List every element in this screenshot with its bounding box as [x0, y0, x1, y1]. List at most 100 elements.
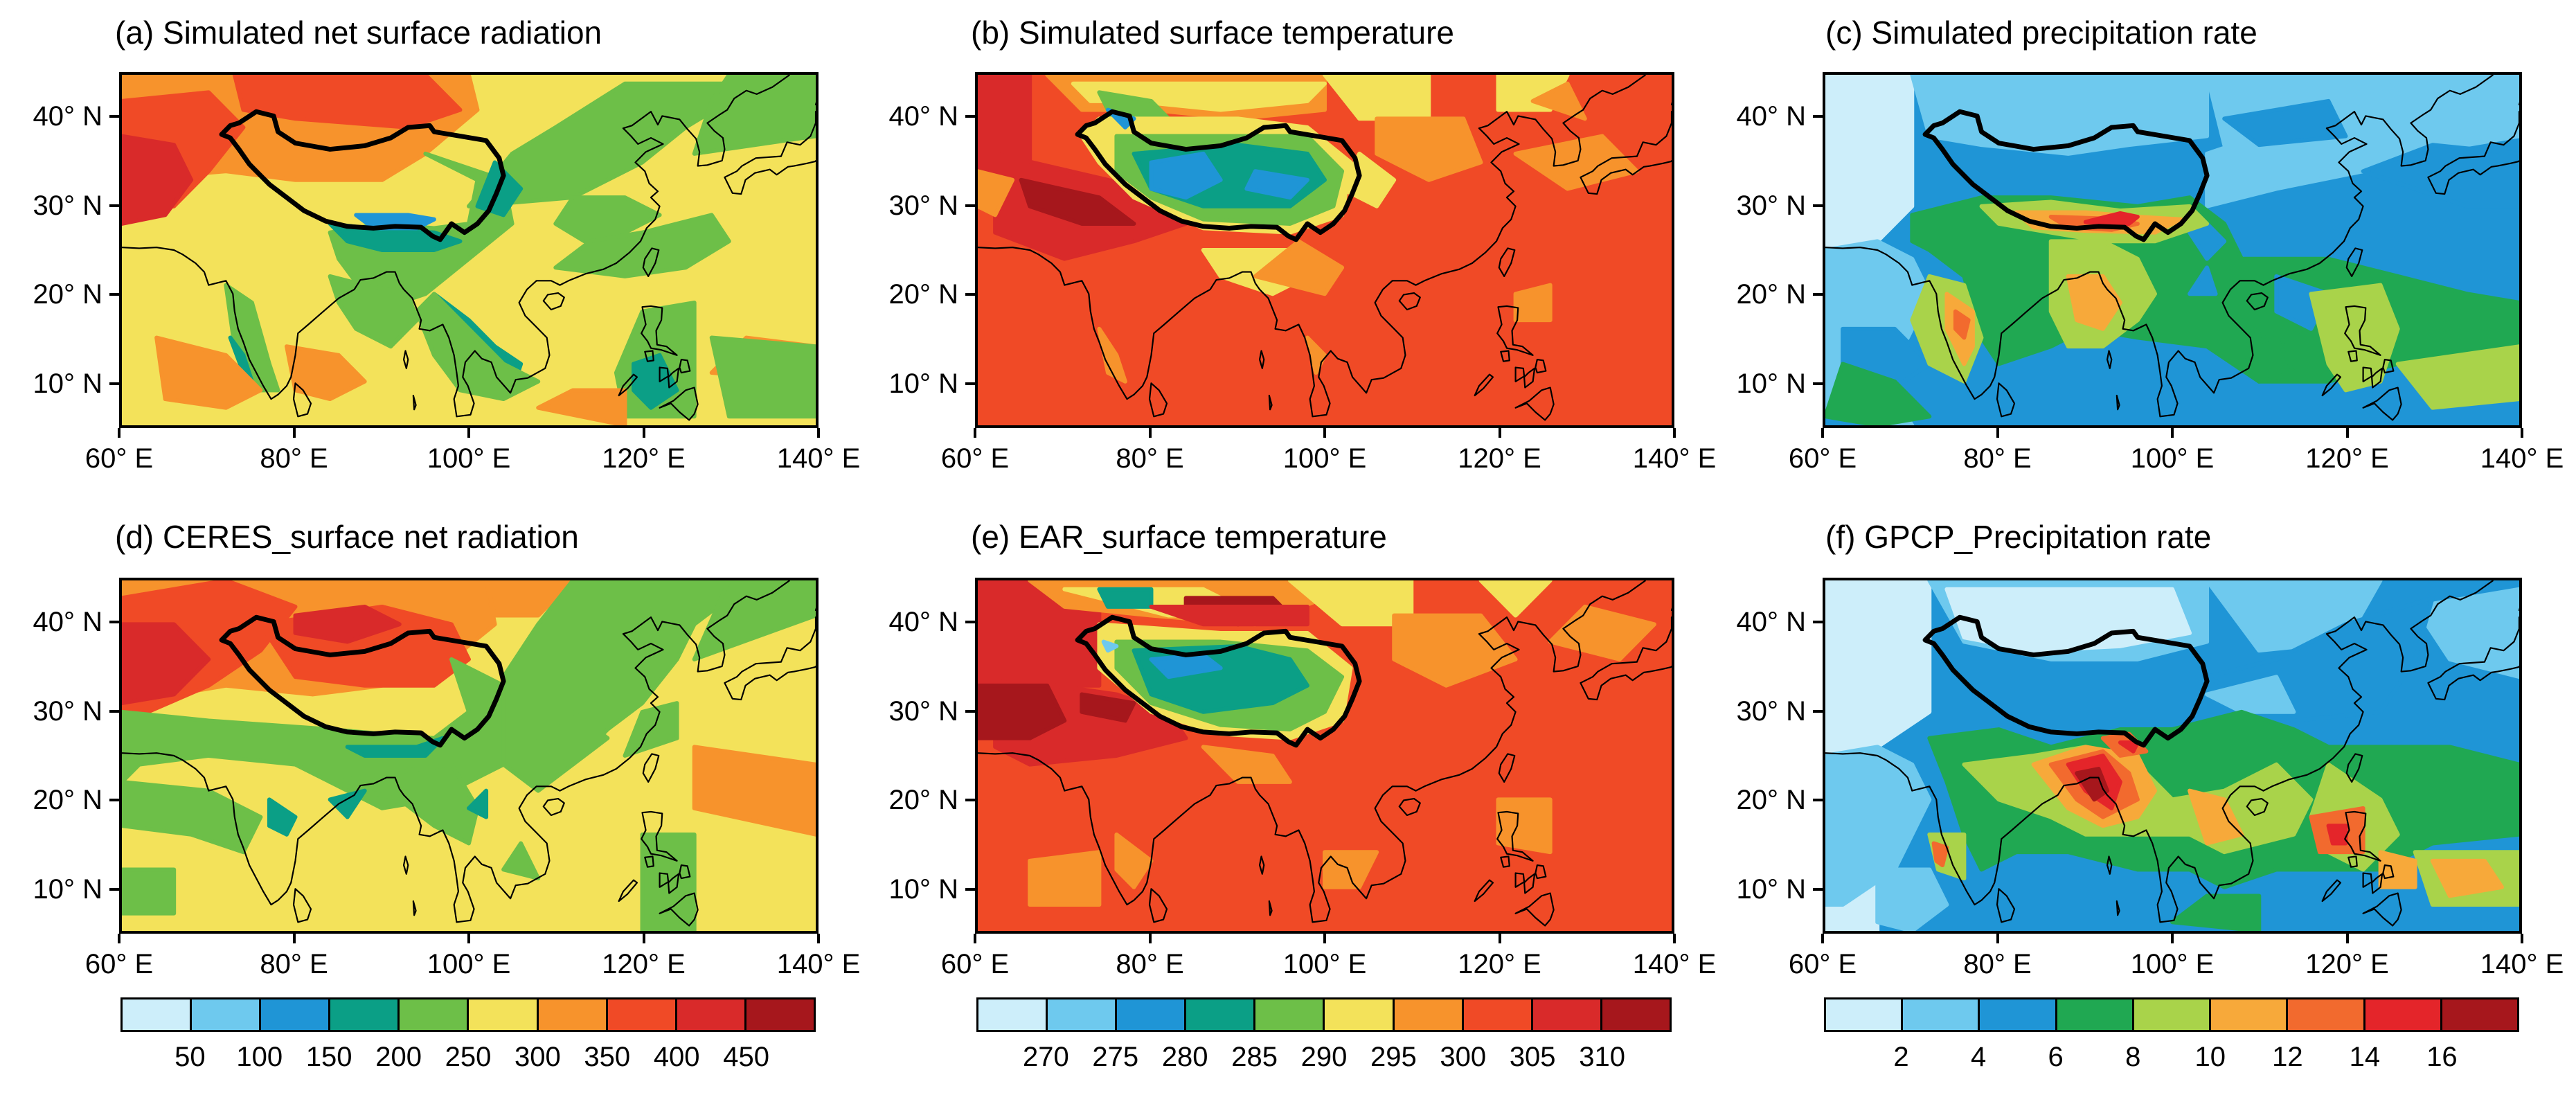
latitude-label: 40° N — [888, 101, 959, 132]
latitude-label: 10° N — [888, 368, 959, 399]
axis-tick — [1673, 428, 1676, 438]
colorbar-label: 300 — [1440, 1042, 1487, 1072]
coastline — [122, 580, 791, 923]
coastline-island — [2347, 855, 2358, 868]
contour-region — [692, 580, 816, 661]
axis-tick — [1498, 428, 1501, 438]
coastline-island — [1498, 247, 1516, 277]
longitude-label: 80° E — [260, 949, 328, 979]
axis-tick — [1996, 428, 1999, 438]
colorbar-label: 100 — [236, 1042, 283, 1072]
longitude-label: 60° E — [1788, 443, 1857, 474]
axis-tick — [1148, 934, 1152, 943]
coastline — [978, 580, 1647, 923]
coastline-island — [2344, 305, 2381, 356]
coastline-island — [724, 111, 816, 195]
axis-tick — [109, 887, 119, 891]
contour-region — [2430, 858, 2504, 898]
coastline-island — [2345, 753, 2363, 783]
axis-tick — [467, 428, 470, 438]
longitude-label: 120° E — [2305, 949, 2389, 979]
coastline-island — [2106, 855, 2113, 875]
longitude-label: 80° E — [260, 443, 328, 474]
colorbar-swatch — [192, 999, 262, 1030]
axis-tick — [1813, 293, 1823, 296]
panel-title: (d) CERES_surface net radiation — [115, 519, 579, 555]
axis-tick — [965, 293, 975, 296]
colorbar-swatch — [1602, 999, 1670, 1030]
coastline-island — [292, 382, 312, 418]
colorbar-label: 280 — [1161, 1042, 1208, 1072]
panel-title: (f) GPCP_Precipitation rate — [1825, 519, 2212, 555]
coastline-island — [2371, 873, 2383, 894]
contour-region — [1149, 151, 1223, 200]
coastline-island — [2371, 367, 2383, 389]
contour-region — [1478, 580, 1553, 618]
map-field — [122, 75, 816, 425]
axis-tick — [1148, 428, 1152, 438]
map-simulated-temperature — [975, 72, 1674, 428]
map-field — [978, 580, 1672, 931]
latitude-label: 10° N — [33, 368, 103, 399]
contour-region — [1028, 850, 1102, 907]
contour-region — [978, 169, 1015, 217]
map-field — [1825, 75, 2519, 425]
longitude-label: 120° E — [1458, 949, 1541, 979]
colorbar-label: 270 — [1023, 1042, 1069, 1072]
contour-region — [1392, 613, 1518, 688]
colorbar-label: 350 — [584, 1042, 631, 1072]
contour-region — [467, 788, 489, 819]
contour-region — [1114, 832, 1154, 889]
longitude-label: 60° E — [84, 949, 154, 979]
longitude-label: 140° E — [2480, 443, 2564, 474]
coastline — [1825, 580, 2494, 923]
latitude-label: 30° N — [888, 190, 959, 221]
latitude-label: 40° N — [1736, 607, 1807, 638]
axis-tick — [817, 428, 820, 438]
latitude-label: 10° N — [1736, 873, 1807, 905]
longitude-label: 140° E — [2480, 949, 2564, 979]
colorbar-label: 275 — [1092, 1042, 1139, 1072]
coastline-island — [2246, 797, 2269, 817]
colorbar-swatch — [1532, 999, 1602, 1030]
contour-region — [328, 222, 463, 252]
coastline-island — [1535, 359, 1547, 374]
contour-region — [1825, 75, 1915, 252]
contour-region — [2413, 587, 2519, 679]
coastline-island — [1996, 888, 2016, 923]
axis-tick — [292, 934, 296, 943]
contour-region — [122, 134, 194, 226]
contour-region — [122, 867, 177, 916]
coastline-island — [1268, 394, 1273, 411]
latitude-label: 40° N — [33, 607, 103, 638]
axis-tick — [642, 428, 645, 438]
latitude-label: 20° N — [1736, 785, 1807, 816]
latitude-label: 30° N — [33, 190, 103, 221]
contour-region — [1953, 309, 1971, 340]
coastline-island — [641, 810, 678, 862]
latitude-label: 30° N — [1736, 190, 1807, 221]
contour-region — [692, 745, 816, 837]
colorbar-swatch — [1903, 999, 1980, 1030]
colorbar-swatch — [746, 999, 814, 1030]
contour-region — [1944, 587, 2192, 653]
latitude-label: 20° N — [1736, 279, 1807, 310]
coastline-island — [668, 367, 680, 389]
axis-tick — [1673, 934, 1676, 943]
axis-tick — [817, 934, 820, 943]
longitude-label: 60° E — [84, 443, 154, 474]
coastline-island — [2321, 879, 2342, 903]
panel-title: (b) Simulated surface temperature — [971, 15, 1454, 51]
map-field — [1825, 580, 2519, 931]
colorbar-swatch — [677, 999, 746, 1030]
contour-region — [2395, 344, 2519, 410]
colorbar-label: 6 — [2048, 1042, 2064, 1072]
axis-tick — [965, 204, 975, 207]
map-gpcp-precipitation — [1823, 578, 2522, 934]
coastline-island — [1580, 616, 1672, 701]
colorbar-swatch — [2057, 999, 2134, 1030]
coastline-island — [1580, 111, 1672, 195]
coastline-island — [2362, 892, 2402, 927]
coastline-island — [1398, 292, 1421, 311]
contour-region — [692, 75, 816, 156]
